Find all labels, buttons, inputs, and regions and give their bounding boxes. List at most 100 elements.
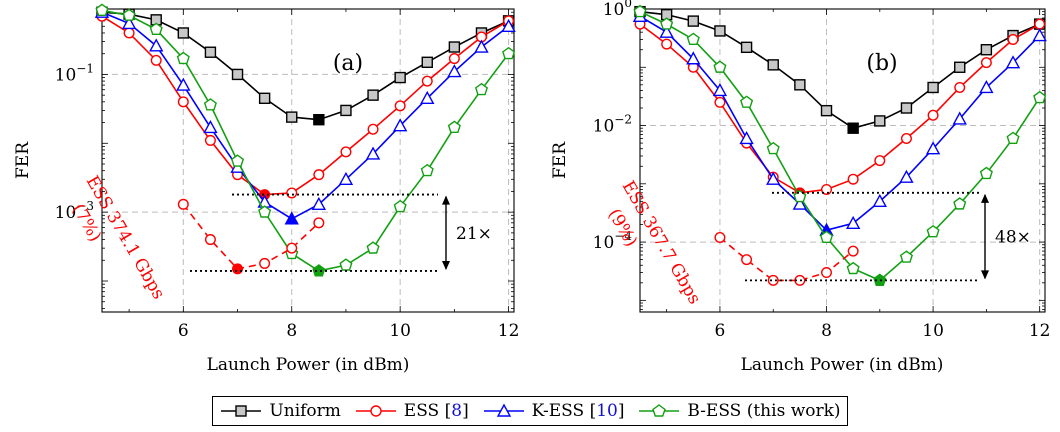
series-line	[719, 236, 854, 282]
legend-item-uniform: Uniform	[219, 401, 341, 421]
x-tick-label: 6	[715, 321, 726, 341]
data-point	[794, 79, 806, 91]
y-tick-label: 100	[603, 0, 632, 20]
series-line	[639, 15, 1041, 232]
y-tick-label: 10−3	[55, 199, 94, 223]
data-point	[766, 141, 780, 155]
data-point	[659, 24, 674, 38]
chart-panel-b: 6 8 10 12 100 10−2 10−4 Launch Power (in dBm) FE…	[550, 0, 1050, 375]
series-b-ess-this-work-	[95, 3, 516, 277]
data-point	[367, 89, 379, 101]
series-line	[101, 15, 509, 196]
y-axis-label: FER	[13, 141, 33, 179]
data-point	[121, 15, 137, 30]
data-point	[847, 245, 859, 257]
data-point	[741, 254, 753, 266]
axes-frame	[639, 8, 1046, 313]
data-point	[149, 22, 163, 35]
data-point	[203, 119, 218, 134]
data-point	[952, 111, 967, 125]
data-point	[845, 215, 861, 230]
data-point	[313, 114, 325, 126]
data-point	[873, 273, 887, 286]
data-point	[1006, 131, 1020, 145]
data-point	[1034, 18, 1046, 30]
data-point	[714, 231, 726, 243]
arrow-head-down	[981, 270, 989, 280]
data-point	[204, 134, 216, 146]
y-tick-label: 10−2	[593, 113, 632, 137]
data-point	[204, 234, 216, 246]
data-point	[1007, 33, 1019, 45]
data-point	[392, 118, 408, 132]
y-axis-label: FER	[550, 141, 570, 179]
legend-swatch-bess	[639, 404, 680, 417]
data-point	[123, 27, 135, 39]
data-point	[874, 115, 886, 127]
x-tick-label: 8	[286, 321, 297, 341]
data-point	[714, 25, 726, 37]
data-point	[340, 104, 352, 117]
chart-panel-a: 6 8 10 12 10−1 10−3 Launch Power (in dBm) FER (a…	[13, 3, 520, 375]
series-line	[101, 9, 510, 272]
data-point	[954, 81, 966, 93]
data-point	[447, 120, 461, 133]
legend-item-ess: ESS [8]	[354, 401, 469, 421]
data-point	[259, 257, 271, 269]
x-axis-label: Launch Power (in dBm)	[207, 355, 410, 375]
arrow-head-down	[442, 260, 450, 270]
x-tick-label: 8	[821, 321, 832, 341]
data-point	[394, 71, 406, 84]
data-point	[474, 39, 489, 53]
series-ess-367-7-gbps	[714, 231, 859, 286]
data-point	[286, 187, 298, 199]
data-point	[660, 17, 674, 30]
data-point	[767, 59, 779, 71]
data-point	[821, 183, 833, 195]
legend-label-uniform: Uniform	[269, 401, 341, 421]
data-point	[150, 54, 162, 66]
data-point	[365, 146, 381, 160]
data-point	[474, 82, 489, 96]
data-point	[95, 3, 109, 16]
data-point	[338, 171, 354, 185]
series-line	[639, 10, 1041, 282]
legend-item-kess: K-ESS [10]	[482, 401, 625, 421]
series-ess-8-	[96, 10, 515, 201]
data-point	[926, 224, 940, 238]
legend-label-kess: K-ESS [10]	[531, 401, 625, 421]
data-point	[284, 211, 299, 225]
data-point	[421, 56, 433, 68]
data-point	[448, 41, 461, 53]
data-point	[177, 198, 189, 210]
data-point	[448, 53, 460, 65]
data-point	[286, 242, 298, 254]
data-point	[366, 241, 380, 254]
data-point	[420, 90, 435, 105]
data-point	[846, 261, 860, 275]
data-point	[792, 196, 808, 210]
x-tick-label: 10	[389, 321, 411, 341]
data-point	[204, 46, 217, 58]
legend-label-bess: B-ESS (this work)	[687, 401, 841, 421]
data-point	[258, 205, 272, 218]
data-point	[177, 96, 189, 108]
series-k-ess-10-	[94, 4, 516, 225]
series-ess-374-1-gbps	[177, 198, 325, 275]
data-point	[980, 57, 992, 69]
data-point	[900, 132, 912, 144]
data-point	[661, 38, 673, 50]
data-point	[232, 263, 244, 275]
data-point	[286, 111, 298, 123]
data-point	[900, 102, 913, 114]
data-point	[502, 46, 516, 60]
legend: Uniform ESS [8] K-ESS [10] B-ESS (this w…	[212, 396, 848, 426]
x-tick-label: 12	[498, 321, 520, 341]
data-point	[767, 274, 779, 286]
data-point	[739, 131, 754, 145]
x-tick-label: 10	[922, 321, 944, 341]
axes-frame	[101, 8, 515, 313]
data-point	[176, 51, 190, 65]
data-point	[686, 51, 701, 65]
